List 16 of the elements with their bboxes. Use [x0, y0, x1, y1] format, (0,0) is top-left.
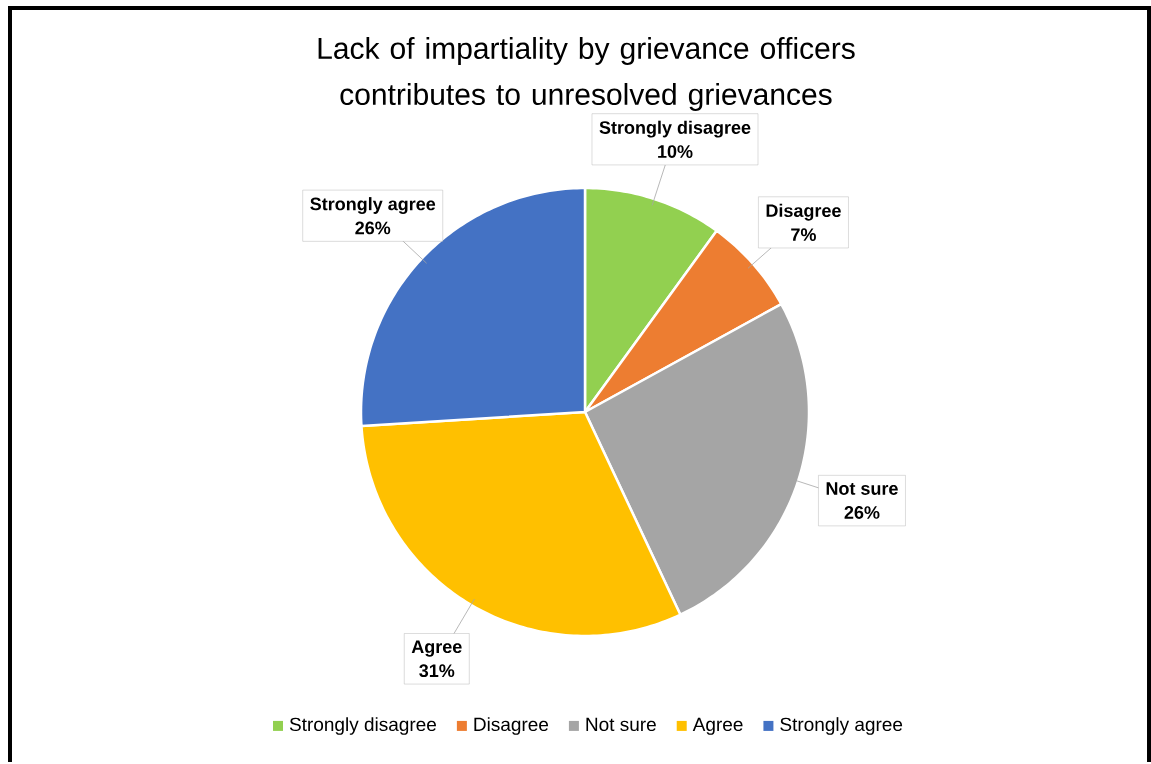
- data-label: 31%: [419, 664, 455, 678]
- legend-label: Disagree: [474, 717, 549, 735]
- data-label: 26%: [844, 506, 880, 519]
- legend-label: Strongly agree: [780, 717, 903, 735]
- chart-title: Lack of impartiality by grievance officers contributes to unresolved grievances: [318, 37, 855, 111]
- data-label: 10%: [658, 145, 693, 158]
- slice-label: Not sure: [826, 482, 898, 495]
- slice-label: Strongly agree: [310, 197, 436, 214]
- data-label: 26%: [355, 221, 391, 235]
- slice-label: Strongly disagree: [599, 120, 751, 138]
- slice-label: Disagree: [766, 203, 841, 221]
- legend-label: Strongly disagree: [289, 717, 436, 735]
- legend-label: Not sure: [586, 717, 656, 732]
- slice-label: Agree: [411, 640, 462, 657]
- data-label: 7%: [791, 228, 816, 241]
- legend-label: Agree: [692, 717, 743, 735]
